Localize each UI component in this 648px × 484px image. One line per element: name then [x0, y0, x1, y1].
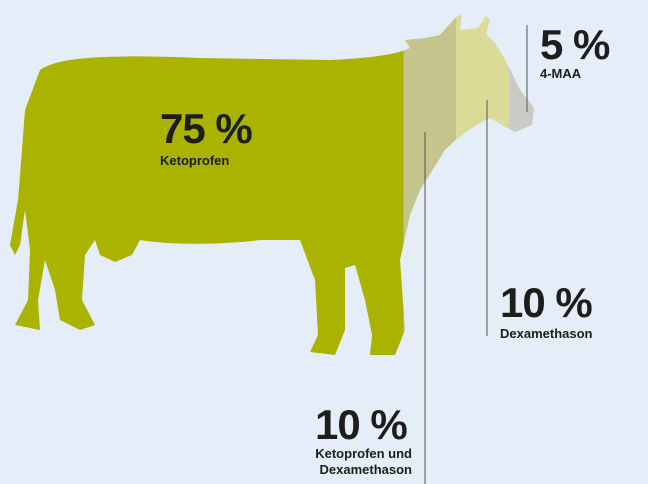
category-label: Ketoprofen [160, 153, 230, 168]
category-label: Dexamethason [500, 326, 593, 341]
value-label: 5 % [540, 21, 610, 68]
value-label: 10 % [315, 401, 408, 448]
value-label: 75 % [160, 105, 253, 152]
category-label: 4-MAA [540, 66, 582, 81]
cow-silhouette [10, 14, 534, 355]
segment [456, 14, 509, 355]
category-label: Ketoprofen und Dexamethason [315, 446, 412, 477]
value-label: 10 % [500, 279, 593, 326]
segment [508, 14, 534, 355]
segment [403, 14, 457, 355]
